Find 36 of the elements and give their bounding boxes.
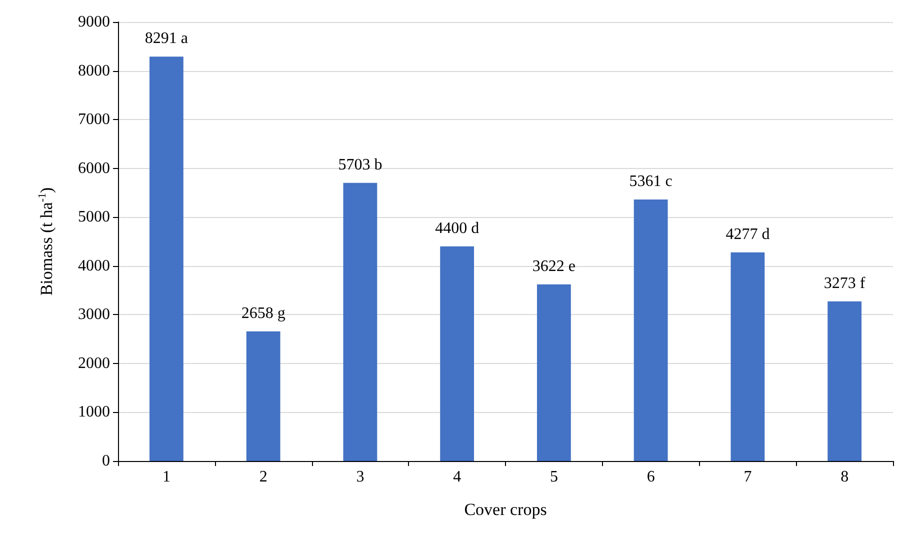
bar [730,252,765,461]
data-label: 2658 g [241,304,286,322]
y-tick-label: 0 [102,452,110,470]
y-tick-label: 6000 [78,160,110,177]
x-tick-label: 1 [162,468,170,486]
data-label: 3273 f [824,274,866,292]
y-axis-title: Biomass (t ha-1) [36,187,56,296]
bar [536,284,571,461]
x-tick-label: 6 [646,468,655,486]
x-tick-label: 5 [550,468,558,486]
data-label: 3622 e [532,258,576,275]
y-tick-label: 1000 [78,404,110,421]
bar [828,301,862,461]
bar [634,200,668,461]
x-tick-label: 8 [840,468,849,486]
data-label: 4400 d [435,220,480,237]
y-tick-label: 5000 [78,208,110,226]
x-tick-label: 4 [453,468,462,486]
y-tick-label: 4000 [78,257,110,274]
data-label: 5361 c [629,173,672,190]
y-tick-label: 3000 [78,306,110,324]
y-tick-label: 7000 [78,111,110,128]
y-tick-label: 9000 [78,14,110,30]
bar [246,331,280,461]
data-label: 8291 a [144,30,188,48]
bar [343,182,378,461]
x-tick-label: 7 [744,468,752,486]
x-tick-label: 3 [356,468,364,486]
bar [440,246,474,461]
y-tick-label: 8000 [78,62,110,80]
x-axis-title: Cover crops [464,500,547,519]
bar [149,56,184,461]
data-label: 5703 b [338,156,382,174]
y-tick-label: 2000 [78,354,110,372]
data-label: 4277 d [726,226,770,243]
x-tick-label: 2 [259,468,268,486]
